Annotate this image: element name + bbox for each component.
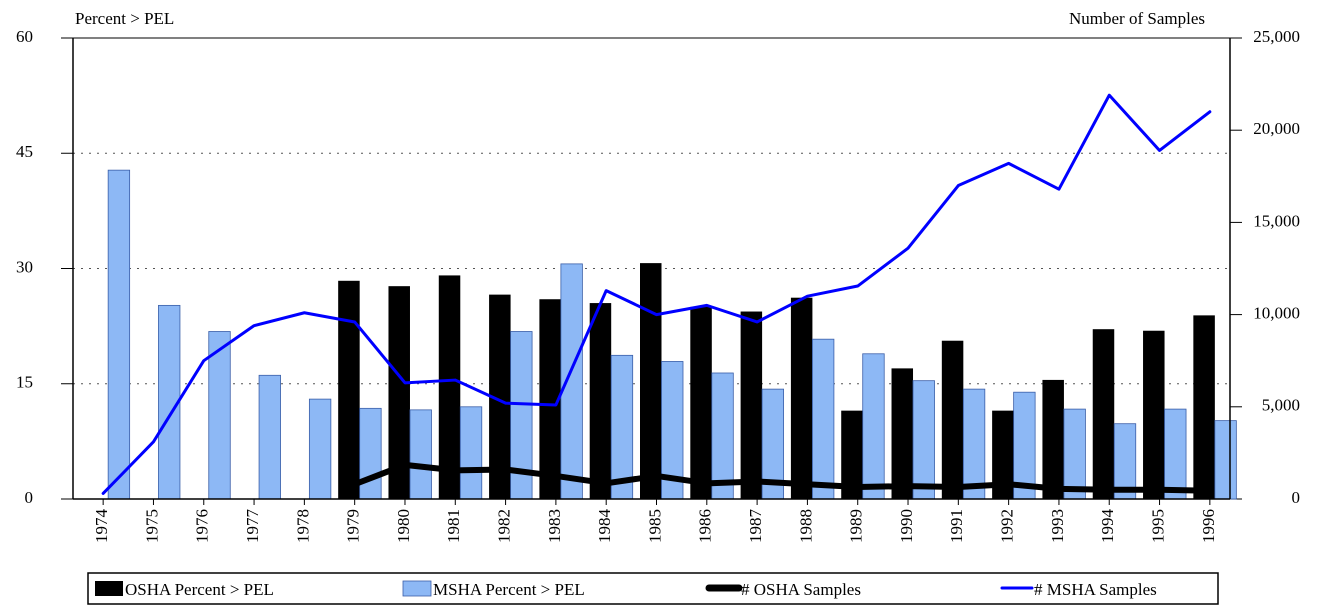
bar [962,388,986,500]
x-tick-label: 1978 [293,509,312,543]
x-tick-label: 1996 [1199,509,1218,543]
legend-label: OSHA Percent > PEL [125,580,274,599]
bar [308,398,332,500]
bar [539,299,561,499]
bar [560,263,583,500]
x-tick-label: 1992 [998,509,1017,543]
x-tick-label: 1993 [1048,509,1067,543]
bar [640,263,662,499]
legend-swatch [402,580,432,597]
legend-label: # OSHA Samples [741,580,861,599]
x-tick-label: 1975 [142,509,161,543]
y2-tick-label: 5,000 [1262,396,1300,415]
bar [438,275,461,499]
legend-label: MSHA Percent > PEL [433,580,585,599]
bar [891,368,914,499]
bar [1214,420,1237,500]
bar [338,280,360,499]
y-tick-label: 45 [16,142,33,161]
x-tick-label: 1989 [847,509,866,543]
x-tick-label: 1974 [92,509,111,544]
legend-swatch [95,581,123,596]
x-tick-label: 1988 [796,509,815,543]
bar [1092,329,1115,499]
x-tick-label: 1984 [595,509,614,544]
bar [862,353,885,500]
bar [1143,330,1165,499]
x-tick-label: 1981 [444,509,463,543]
bar [1193,315,1215,499]
bar [409,409,432,500]
bar [489,294,511,499]
bar [941,340,964,499]
x-tick-label: 1977 [243,509,262,544]
x-tick-label: 1991 [947,509,966,543]
legend-label: # MSHA Samples [1034,580,1157,599]
x-tick-label: 1994 [1098,509,1117,544]
legend-box [87,572,1219,605]
bar [1042,379,1064,499]
x-tick-label: 1985 [645,509,664,543]
bar [992,410,1014,499]
bar [107,169,131,500]
bar [841,410,863,499]
bar [388,286,410,499]
x-tick-label: 1995 [1148,509,1167,543]
x-tick-label: 1979 [344,509,363,543]
line [351,461,1213,494]
y2-tick-label: 20,000 [1253,119,1300,138]
line [101,93,1212,495]
y2-tick-label: 0 [1292,488,1301,507]
y-axis-title: Percent > PEL [75,9,174,28]
bar [690,306,712,499]
bar [790,297,813,499]
bar [740,311,763,499]
y2-tick-label: 25,000 [1253,27,1300,46]
x-tick-label: 1980 [394,509,413,543]
bar [1063,408,1086,500]
x-tick-label: 1983 [545,509,564,543]
bar [912,380,935,500]
y-tick-label: 0 [25,488,34,507]
bar [812,338,835,500]
bar [1164,408,1187,500]
x-tick-label: 1987 [746,509,765,544]
y2-tick-label: 15,000 [1253,211,1300,230]
x-tick-label: 1982 [494,509,513,543]
bar [258,374,281,500]
x-tick-label: 1986 [696,509,715,543]
y-tick-label: 60 [16,27,33,46]
x-tick-label: 1990 [897,509,916,543]
x-tick-label: 1976 [193,509,212,543]
y-tick-label: 30 [16,257,33,276]
bar [359,407,382,500]
y-tick-label: 15 [16,373,33,392]
bar [459,406,483,500]
bar [589,303,612,499]
y2-axis-title: Number of Samples [1069,9,1205,28]
y2-tick-label: 10,000 [1253,304,1300,323]
